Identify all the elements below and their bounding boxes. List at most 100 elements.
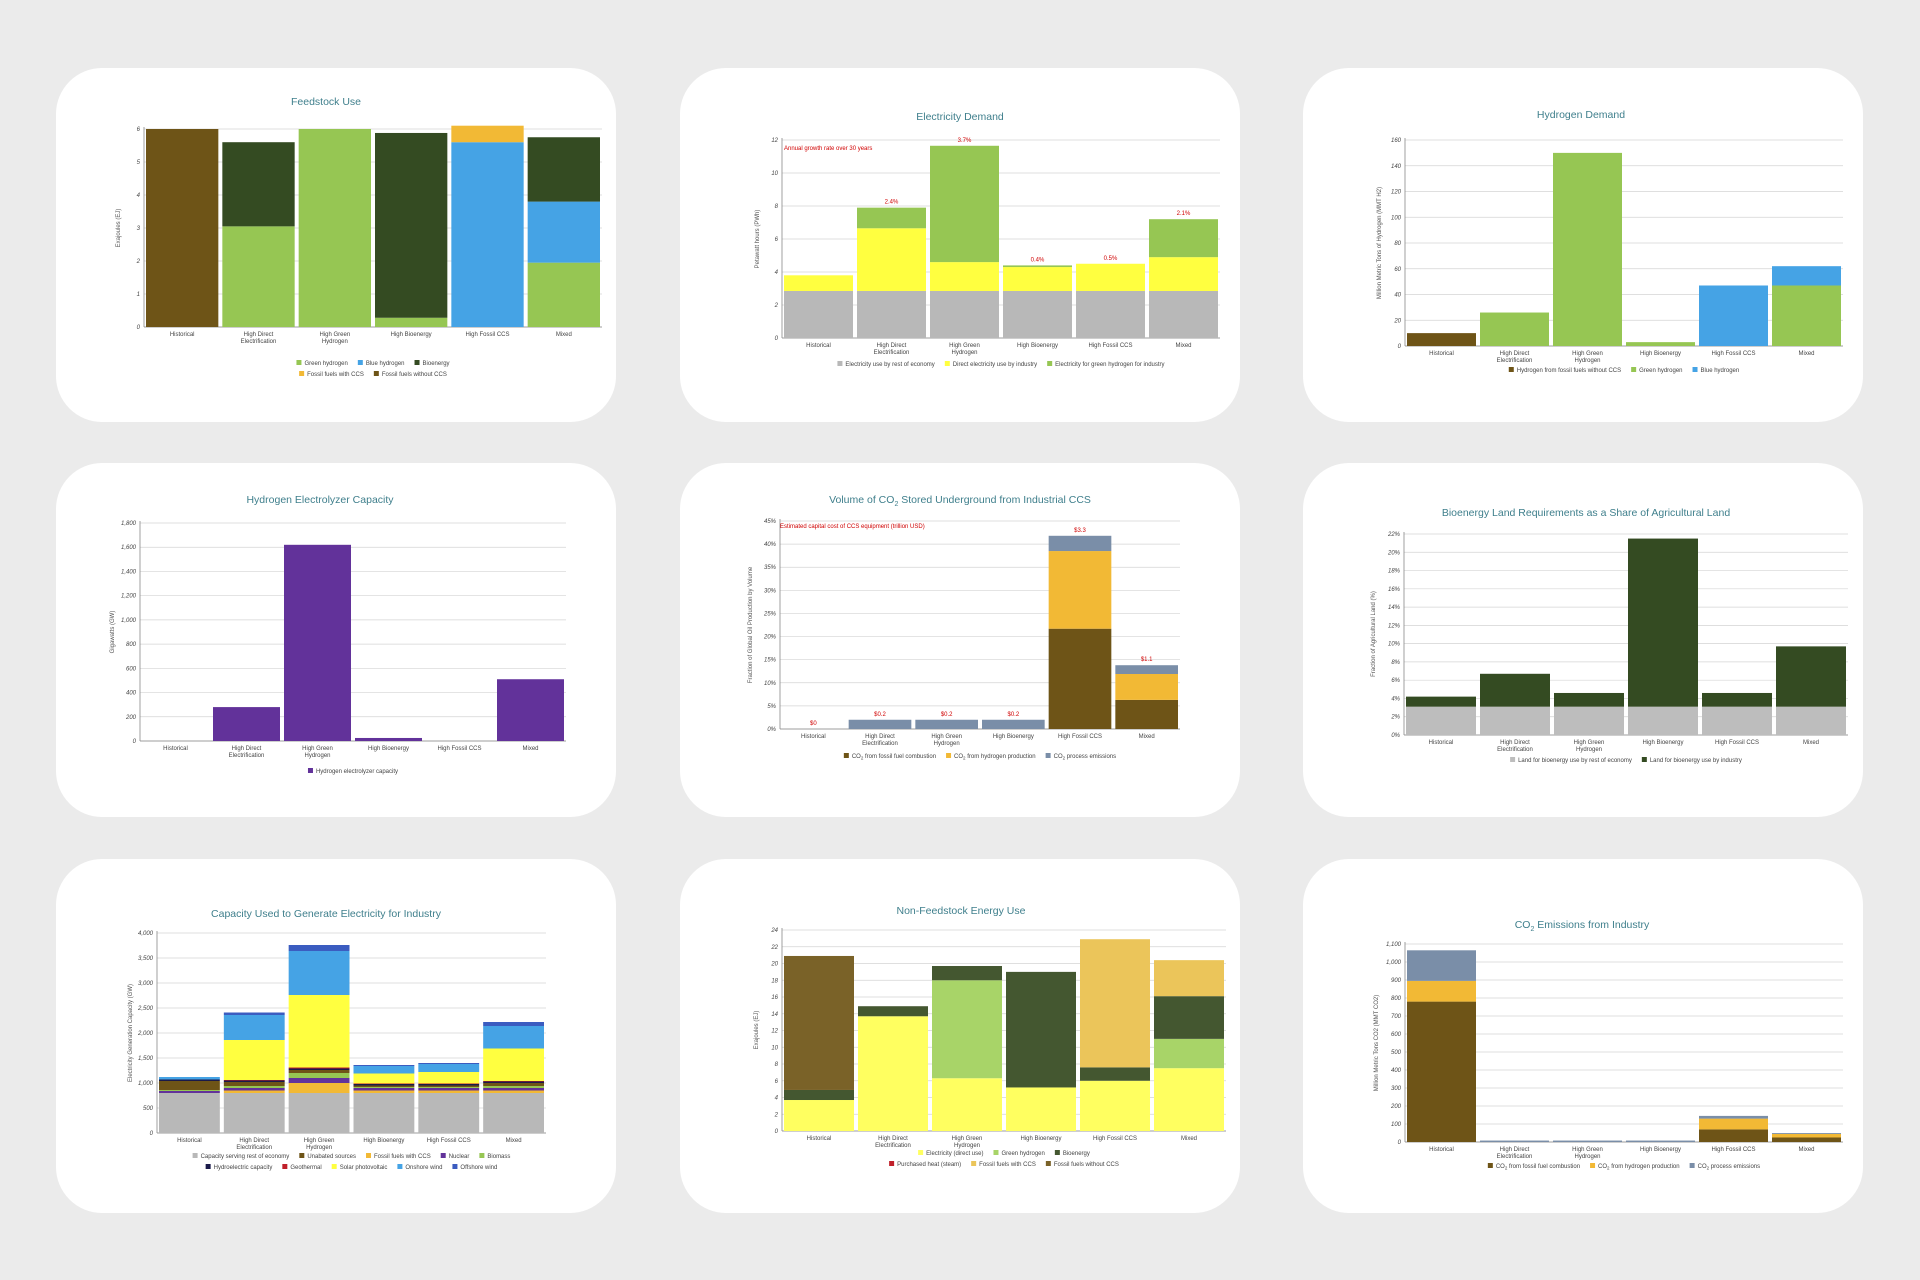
bar-electricity-use-by-rest-of-economy: [930, 290, 999, 338]
bar-solar-photovoltaic: [418, 1072, 480, 1084]
legend-swatch: [837, 361, 843, 366]
bar-blue-hydrogen: [527, 201, 600, 263]
x-tick-label: Mixed: [1181, 1136, 1197, 1142]
bar-co2-from-fossil-fuel-combustion: [1048, 628, 1112, 729]
x-tick-label: Mixed: [1803, 740, 1819, 746]
legend-label: Fossil fuels with CCS: [979, 1162, 1036, 1168]
bar-co2-process-emissions: [1407, 950, 1476, 981]
legend-label: CO2 from hydrogen production: [954, 754, 1036, 761]
y-tick-label: 0: [775, 1129, 779, 1135]
bar-co2-process-emissions: [1772, 1133, 1841, 1134]
y-tick-label: 140: [1391, 164, 1402, 170]
legend-swatch: [1045, 1161, 1051, 1166]
legend-swatch: [192, 1153, 198, 1158]
legend-label: Fossil fuels with CCS: [374, 1154, 431, 1160]
bar-biomass: [353, 1087, 415, 1088]
x-tick-label: High Bioenergy: [391, 332, 432, 338]
legend-swatch: [440, 1153, 446, 1158]
bar-electricity-use-by-rest-of-economy: [1003, 290, 1072, 338]
y-tick-label: 1,100: [1386, 942, 1402, 948]
y-tick-label: 10: [771, 171, 778, 177]
bar-co2-process-emissions: [848, 719, 912, 729]
bar-electricity-direct-use: [1006, 1087, 1076, 1131]
y-tick-label: 20%: [1387, 550, 1401, 556]
y-tick-label: 14%: [1388, 605, 1401, 611]
bar-geothermal: [288, 1067, 350, 1069]
legend-swatch: [307, 768, 313, 773]
bar-unabated-sources: [223, 1082, 285, 1086]
bar-bioenergy: [932, 966, 1002, 981]
y-tick-label: 18: [771, 978, 778, 984]
legend-label: Geothermal: [290, 1165, 321, 1171]
x-tick-label: High Fossil CCS: [1715, 740, 1759, 746]
bar-land-for-bioenergy-use-by-industry: [1554, 692, 1624, 707]
x-tick-label: High Direct: [239, 1138, 269, 1144]
legend-swatch: [1510, 757, 1516, 762]
legend-swatch: [296, 360, 302, 365]
x-tick-label: High Fossil CCS: [427, 1138, 471, 1144]
y-tick-label: 0: [1398, 344, 1402, 350]
legend-swatch: [1689, 1163, 1695, 1168]
bar-fossil-fuels-with-ccs: [288, 1083, 350, 1093]
y-axis-label: Fraction of Global Oil Production by Vol…: [748, 566, 754, 683]
bar-capacity-serving-rest-of-economy: [353, 1093, 415, 1133]
bar-geothermal: [353, 1083, 415, 1084]
y-tick-label: 2: [774, 1112, 779, 1118]
legend-swatch: [946, 753, 952, 758]
y-axis-label: Exajoules (EJ): [754, 1011, 760, 1050]
x-tick-label: Mixed: [1139, 734, 1155, 740]
y-tick-label: 0: [150, 1131, 154, 1137]
bar-offshore-wind: [223, 1012, 285, 1015]
y-tick-label: 40%: [764, 542, 777, 548]
bar-electricity-use-by-rest-of-economy: [1076, 290, 1145, 338]
y-tick-label: 120: [1391, 190, 1402, 196]
bar-hydroelectric-capacity: [159, 1079, 220, 1081]
y-tick-label: 80: [1394, 241, 1401, 247]
x-tick-label: Electrification: [229, 753, 265, 759]
legend-swatch: [397, 1164, 403, 1169]
legend-swatch: [299, 1153, 305, 1158]
bar-fossil-fuels-with-ccs: [483, 1090, 544, 1093]
bar-green-hydrogen: [1480, 312, 1549, 346]
y-tick-label: 24: [770, 928, 778, 934]
bar-fossil-fuels-without-ccs: [784, 955, 854, 1090]
data-label: 3.7%: [958, 138, 972, 144]
bar-co2-process-emissions: [1048, 535, 1112, 552]
bar-geothermal: [483, 1081, 544, 1082]
y-tick-label: 800: [1391, 996, 1402, 1002]
chart-svg: Bioenergy Land Requirements as a Share o…: [1371, 507, 1848, 764]
x-tick-label: Historical: [806, 343, 831, 349]
bar-co2-from-hydrogen-production: [1048, 551, 1112, 629]
legend-row: Hydroelectric capacity Geothermal Solar ph…: [205, 1164, 497, 1171]
bar-electricity-for-green-hydrogen-for-industry: [930, 145, 999, 263]
chart-svg: Feedstock Use 0 1 2 3 4 5 6 Exajoules (EJ) Histor…: [116, 96, 602, 378]
y-tick-label: 800: [126, 642, 137, 648]
x-tick-label: Electrification: [862, 741, 898, 747]
bar-land-for-bioenergy-use-by-rest-of-economy: [1406, 706, 1476, 735]
legend-label: Solar photovoltaic: [340, 1165, 388, 1171]
bar-co2-process-emissions: [1626, 1140, 1695, 1142]
legend-row: Electricity use by rest of economy Direct…: [837, 361, 1165, 368]
bar-unabated-sources: [418, 1085, 480, 1087]
bar-green-hydrogen: [375, 317, 448, 327]
chart-card-non-feedstock: Non-Feedstock Energy Use 0 2 4 6 8 10 12 14 16 18 2…: [680, 859, 1240, 1213]
x-tick-label: High Bioenergy: [368, 746, 409, 752]
data-label: 2.4%: [885, 200, 899, 206]
bar-hydrogen-electrolyzer-capacity: [497, 679, 564, 741]
y-tick-label: 0%: [767, 727, 776, 733]
x-tick-label: High Fossil CCS: [1088, 343, 1132, 349]
bar-solar-photovoltaic: [483, 1048, 544, 1081]
x-tick-label: High Green: [304, 1138, 335, 1144]
chart-title: Non-Feedstock Energy Use: [897, 905, 1026, 917]
bar-green-hydrogen: [932, 980, 1002, 1079]
x-tick-label: Hydrogen: [954, 1143, 980, 1149]
bar-onshore-wind: [159, 1077, 220, 1080]
bar-onshore-wind: [353, 1066, 415, 1074]
y-axis-label: Electricity Generation Capacity (GW): [128, 984, 134, 1082]
y-tick-label: 1,200: [121, 594, 137, 600]
y-tick-label: 2,000: [137, 1031, 154, 1037]
y-tick-label: 22: [770, 945, 778, 951]
legend-swatch: [282, 1164, 288, 1169]
bar-blue-hydrogen: [1699, 285, 1768, 346]
y-tick-label: 100: [1391, 1122, 1402, 1128]
